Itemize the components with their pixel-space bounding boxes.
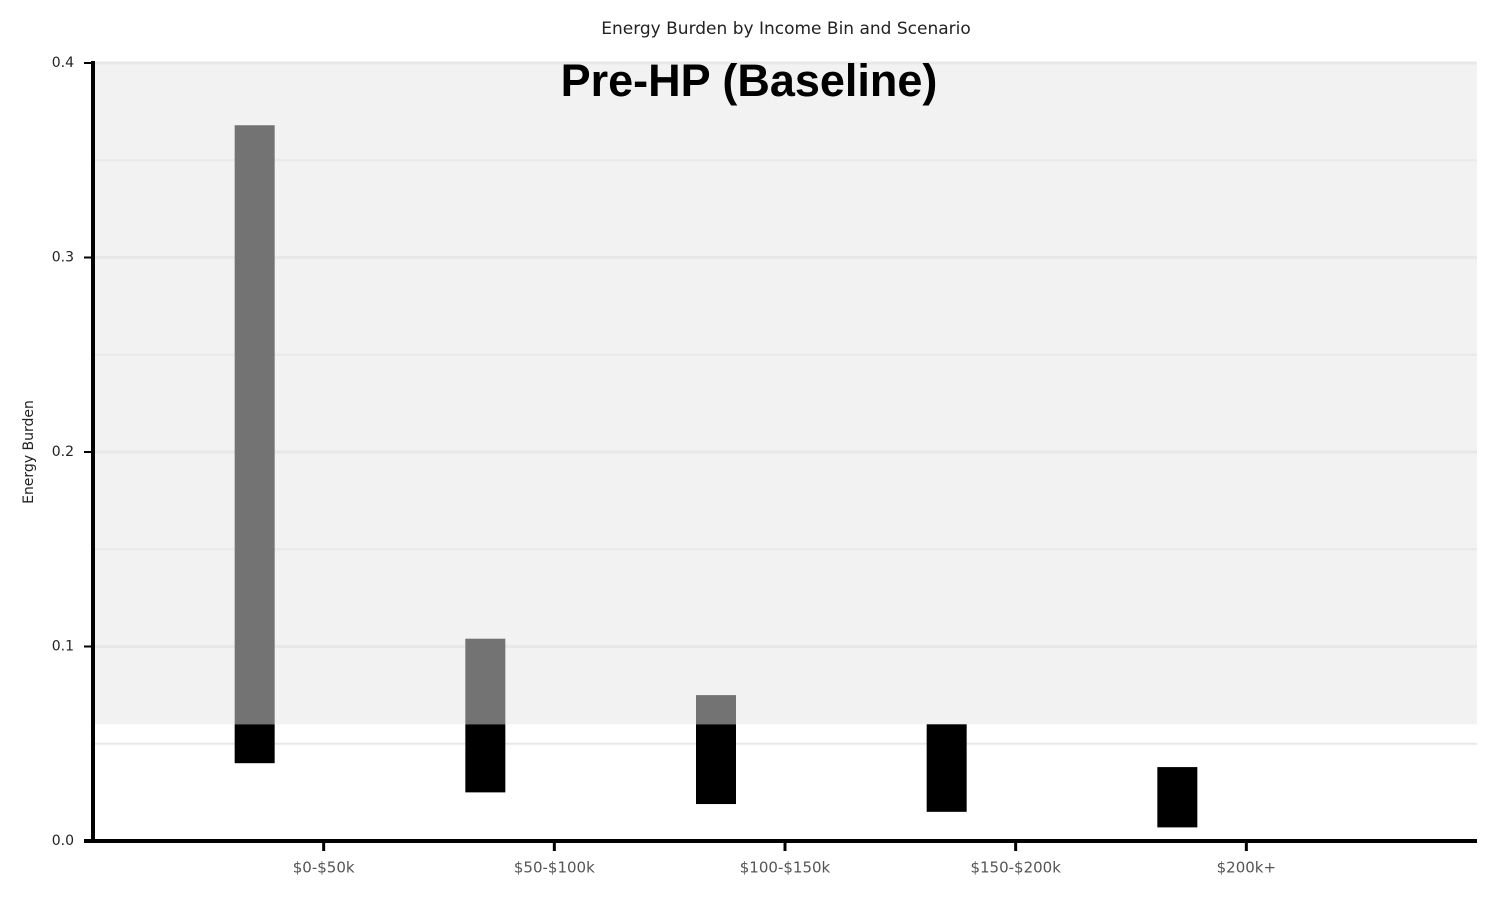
- bar-below: [234, 724, 275, 764]
- y-tick-label: 0.3: [52, 250, 74, 266]
- bar-above: [234, 125, 275, 725]
- annotation: Pre-HP (Baseline): [561, 55, 938, 106]
- bar-above: [696, 695, 736, 725]
- bar-below: [926, 724, 967, 812]
- x-tick-label: $100-$150k: [740, 859, 831, 877]
- y-tick-label: 0.0: [52, 833, 74, 849]
- threshold-shade: [93, 63, 1477, 725]
- x-tick-label: $150-$200k: [970, 859, 1061, 877]
- y-axis-label: Energy Burden: [21, 400, 37, 504]
- x-tick-label: $200k+: [1217, 859, 1276, 877]
- y-tick-label: 0.1: [52, 639, 74, 655]
- x-tick-label: $0-$50k: [293, 859, 355, 877]
- bar-below: [465, 724, 506, 793]
- y-tick-label: 0.4: [52, 55, 74, 71]
- x-tick-label: $50-$100k: [514, 859, 595, 877]
- bar-below: [696, 724, 736, 805]
- chart-title: Energy Burden by Income Bin and Scenario: [601, 19, 971, 39]
- y-tick-label: 0.2: [52, 444, 74, 460]
- bar-below: [1157, 767, 1198, 828]
- bar-above: [465, 638, 506, 725]
